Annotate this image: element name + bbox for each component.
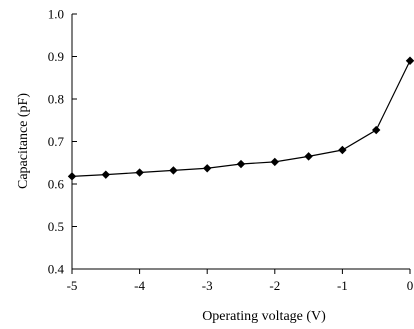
data-point	[372, 125, 381, 135]
x-tick-label: -5	[67, 278, 78, 293]
x-ticks: -5 -4 -3 -2 -1 0	[67, 269, 414, 293]
data-point	[304, 152, 313, 161]
y-ticks: 0.4 0.5 0.6 0.7 0.8 0.9 1.0	[48, 7, 77, 277]
data-point	[135, 168, 144, 177]
data-point	[67, 172, 77, 181]
y-tick-label: 0.6	[48, 177, 65, 192]
data-point	[236, 159, 246, 169]
x-axis-title: Operating voltage (V)	[202, 309, 326, 324]
data-point	[169, 166, 178, 175]
y-tick-label: 0.8	[48, 92, 64, 107]
x-tick-label: -2	[269, 278, 280, 293]
data-point	[338, 145, 347, 155]
y-tick-label: 0.9	[48, 49, 64, 64]
y-tick-label: 0.4	[48, 262, 65, 277]
series-line	[71, 60, 411, 177]
data-markers	[67, 56, 414, 181]
axes: 0.4 0.5 0.6 0.7 0.8 0.9 1.0 -5 -4 -3 -2 -1 0	[48, 7, 414, 294]
plot-area	[67, 56, 414, 181]
y-tick-label: 0.7	[48, 134, 65, 149]
x-tick-label: -3	[202, 278, 213, 293]
y-axis-title: Capacitance (pF)	[16, 93, 31, 189]
y-tick-label: 1.0	[48, 7, 64, 22]
y-tick-label: 0.5	[48, 219, 64, 234]
x-tick-label: -1	[337, 278, 348, 293]
data-point	[203, 164, 212, 173]
data-point	[405, 56, 414, 65]
x-tick-label: 0	[407, 278, 414, 293]
data-point	[101, 170, 110, 179]
data-point	[270, 157, 279, 167]
x-tick-label: -4	[134, 278, 145, 293]
